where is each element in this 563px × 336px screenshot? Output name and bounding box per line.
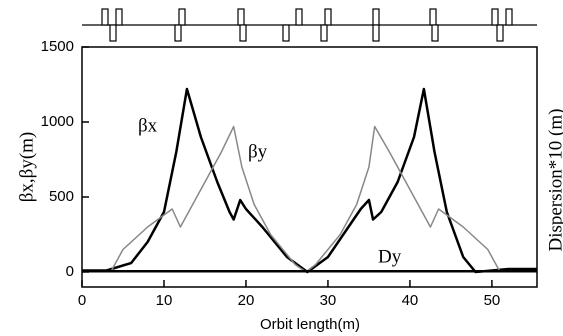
x-tick-label: 0	[78, 292, 86, 309]
annotation: Dy	[378, 246, 402, 267]
magnet	[429, 8, 437, 26]
lattice	[82, 8, 537, 42]
y-tick-label: 1500	[41, 38, 74, 55]
annotation: βx	[138, 115, 158, 136]
y2-axis-label: Dispersion*10 (m)	[545, 108, 563, 251]
x-tick-label: 10	[156, 292, 173, 309]
magnet	[282, 24, 290, 42]
magnet	[372, 24, 380, 42]
magnet	[101, 8, 109, 26]
magnet	[505, 8, 513, 26]
magnet	[174, 24, 182, 42]
x-tick-label: 50	[484, 292, 501, 309]
x-axis-label: Orbit length(m)	[260, 316, 360, 333]
magnet	[431, 24, 439, 42]
annotation: βy	[248, 141, 268, 162]
magnet	[237, 8, 245, 26]
y-tick-label: 500	[49, 188, 74, 205]
magnet	[324, 8, 332, 26]
magnet	[115, 8, 123, 26]
y-axis-label: βx,βy(m)	[16, 132, 37, 203]
magnet	[320, 24, 328, 42]
y-tick-label: 1000	[41, 113, 74, 130]
magnet	[239, 24, 247, 42]
series-line	[110, 125, 501, 273]
magnet	[491, 8, 499, 26]
x-tick-label: 30	[320, 292, 337, 309]
magnet	[109, 24, 117, 42]
magnet	[372, 8, 380, 26]
x-tick-label: 40	[402, 292, 419, 309]
magnet	[496, 24, 504, 42]
magnet	[295, 8, 303, 26]
x-tick-label: 20	[238, 292, 255, 309]
y-tick-label: 0	[66, 263, 74, 280]
plot-frame	[81, 46, 538, 288]
magnet	[178, 8, 186, 26]
